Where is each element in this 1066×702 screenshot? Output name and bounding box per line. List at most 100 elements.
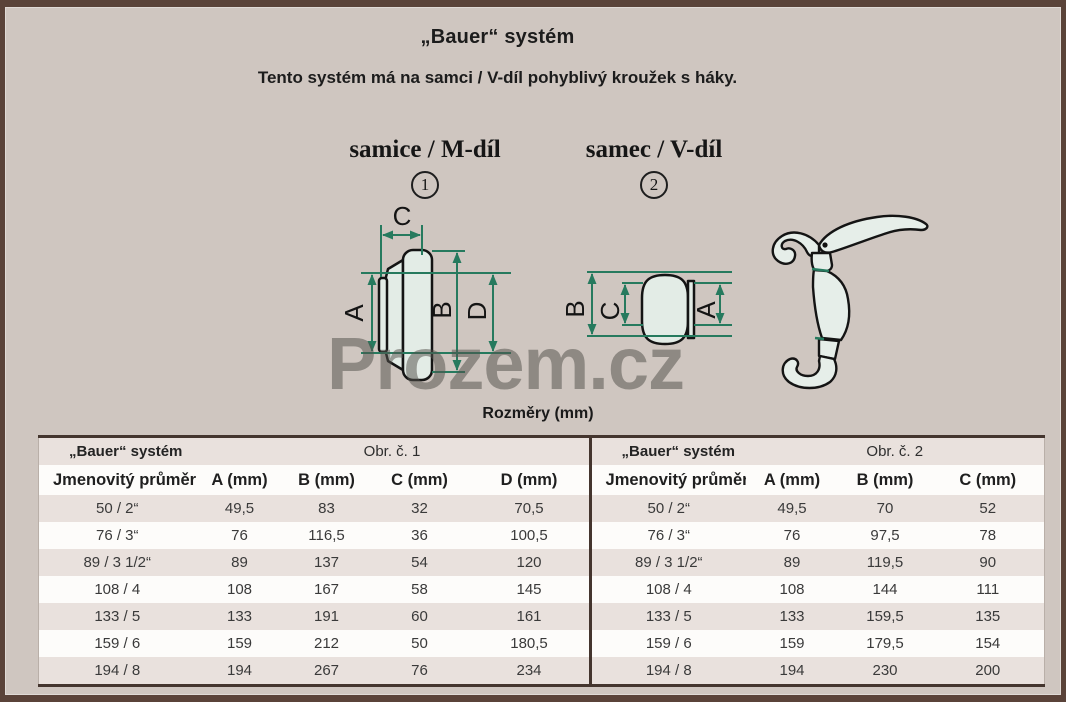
- table-cell: 89 / 3 1/2“: [634, 554, 703, 571]
- table-cell: 116,5: [308, 527, 345, 544]
- dim-letter-b: B: [427, 301, 457, 318]
- table-cell: 267: [313, 662, 340, 679]
- column-header: A (mm): [763, 470, 821, 489]
- hook-lever-arm: [817, 214, 929, 254]
- hook-bottom-hook: [781, 354, 838, 390]
- table-cell: 144: [872, 581, 898, 598]
- table-row: 133 / 5 133 191 60 161: [38, 603, 589, 630]
- table-row: 159 / 6 159 212 50 180,5: [38, 630, 589, 657]
- dimension-tables: „Bauer“ systém Obr. č. 1 Jmenovitý průměr A…: [38, 435, 1045, 687]
- table-title-row: „Bauer“ systém Obr. č. 1: [38, 436, 589, 465]
- v-dil-dimension-lines: [587, 271, 732, 337]
- table-figure-ref: Obr. č. 1: [363, 443, 421, 460]
- table-row: 194 / 8 194 267 76 234: [38, 657, 589, 686]
- column-header: D (mm): [500, 470, 558, 489]
- table-system-label: „Bauer“ systém: [621, 443, 735, 460]
- table-cell: 89: [231, 554, 248, 571]
- dim-letter-d: D: [462, 302, 492, 321]
- table-cell: 234: [516, 662, 542, 679]
- table-cell: 83: [318, 500, 335, 517]
- table-cell: 133: [226, 608, 253, 625]
- table-row: 108 / 4 108 144 111: [590, 576, 1045, 603]
- table-cell: 145: [516, 581, 542, 598]
- hook-ring-drawing: [771, 214, 929, 390]
- table-cell: 161: [516, 608, 542, 625]
- table-cell: 54: [411, 554, 428, 571]
- table-cell: 111: [976, 581, 1000, 598]
- table-cell: 133 / 5: [94, 608, 141, 625]
- table-cell: 194: [779, 662, 805, 679]
- table-cell: 194: [226, 662, 253, 679]
- dimensions-label: Rozměry (mm): [482, 405, 594, 422]
- table-cell: 200: [975, 662, 1001, 679]
- table-cell: 49,5: [777, 500, 807, 517]
- column-header: Jmenovitý průměr: [605, 470, 747, 489]
- table-cell: 76: [411, 662, 428, 679]
- v-dil-coupling-drawing: B C A: [560, 271, 732, 346]
- table-header-row: Jmenovitý průměr A (mm) B (mm) C (mm) D (mm): [38, 465, 589, 495]
- table-row: 89 / 3 1/2“ 89 137 54 120: [38, 549, 589, 576]
- table-row: 108 / 4 108 167 58 145: [38, 576, 589, 603]
- m-dil-lip: [377, 276, 389, 354]
- table-cell: 159: [226, 635, 253, 652]
- table-row: 76 / 3“ 76 97,5 78: [590, 522, 1045, 549]
- figure2-label: samec / V-díl 2: [544, 135, 764, 199]
- table-figure-ref: Obr. č. 2: [866, 443, 924, 460]
- table-cell: 76: [783, 527, 801, 544]
- table-cell: 108 / 4: [645, 581, 692, 598]
- hook-top-hook: [771, 231, 821, 265]
- table-row: 50 / 2“ 49,5 83 32 70,5: [38, 495, 589, 522]
- dim-letter-c2: C: [595, 302, 625, 321]
- table-cell: 36: [411, 527, 428, 544]
- table-row: 89 / 3 1/2“ 89 119,5 90: [590, 549, 1045, 576]
- table-cell: 60: [411, 608, 428, 625]
- table-cell: 97,5: [870, 527, 900, 544]
- v-dil-ball: [640, 273, 690, 346]
- table-cell: 133: [779, 608, 805, 625]
- dim-letter-b2: B: [560, 300, 590, 317]
- hook-joint-marks: [811, 267, 830, 341]
- table-cell: 70: [876, 500, 894, 517]
- table-cell: 159 / 6: [645, 635, 692, 652]
- table-cell: 52: [979, 500, 997, 517]
- table-header-row: Jmenovitý průměr A (mm) B (mm) C (mm): [590, 465, 1045, 495]
- table-cell: 76 / 3“: [95, 527, 139, 544]
- column-header: B (mm): [856, 470, 914, 489]
- page-title: „Bauer“ systém: [420, 26, 575, 48]
- table-cell: 50 / 2“: [95, 500, 139, 517]
- v-dil-flange: [686, 279, 696, 340]
- table-row: 159 / 6 159 179,5 154: [590, 630, 1045, 657]
- table-cell: 230: [872, 662, 898, 679]
- table-cell: 90: [979, 554, 997, 571]
- dim-letter-c: C: [393, 201, 412, 231]
- table-cell: 159: [779, 635, 805, 652]
- table-cell: 108: [226, 581, 253, 598]
- table-row: 76 / 3“ 76 116,5 36 100,5: [38, 522, 589, 549]
- table-cell: 119,5: [866, 554, 904, 571]
- table-cell: 32: [411, 500, 428, 517]
- table-cell: 135: [975, 608, 1001, 625]
- table-row: 194 / 8 194 230 200: [590, 657, 1045, 686]
- table-cell: 76 / 3“: [647, 527, 691, 544]
- table-cell: 159,5: [866, 608, 904, 625]
- column-header: C (mm): [391, 470, 448, 489]
- figure2-name: samec / V-díl: [585, 136, 723, 163]
- m-dil-body: [401, 248, 434, 382]
- table-cell: 194 / 8: [94, 662, 141, 679]
- m-dil-dimension-lines: [361, 225, 511, 373]
- table-cell: 78: [979, 527, 997, 544]
- hook-pivot-pin: [822, 242, 828, 248]
- figure1-label: samice / M-díl 1: [315, 135, 535, 199]
- column-header: B (mm): [298, 470, 355, 489]
- table-cell: 180,5: [510, 635, 548, 652]
- table-cell: 50 / 2“: [647, 500, 691, 517]
- column-header: A (mm): [211, 470, 268, 489]
- column-header: C (mm): [959, 470, 1017, 489]
- table-obr-2: „Bauer“ systém Obr. č. 2 Jmenovitý průměr A…: [588, 435, 1045, 687]
- table-cell: 89: [783, 554, 801, 571]
- table-system-label: „Bauer“ systém: [69, 443, 183, 460]
- dim-letter-a: A: [339, 304, 369, 322]
- table-cell: 70,5: [514, 500, 544, 517]
- table-cell: 58: [411, 581, 428, 598]
